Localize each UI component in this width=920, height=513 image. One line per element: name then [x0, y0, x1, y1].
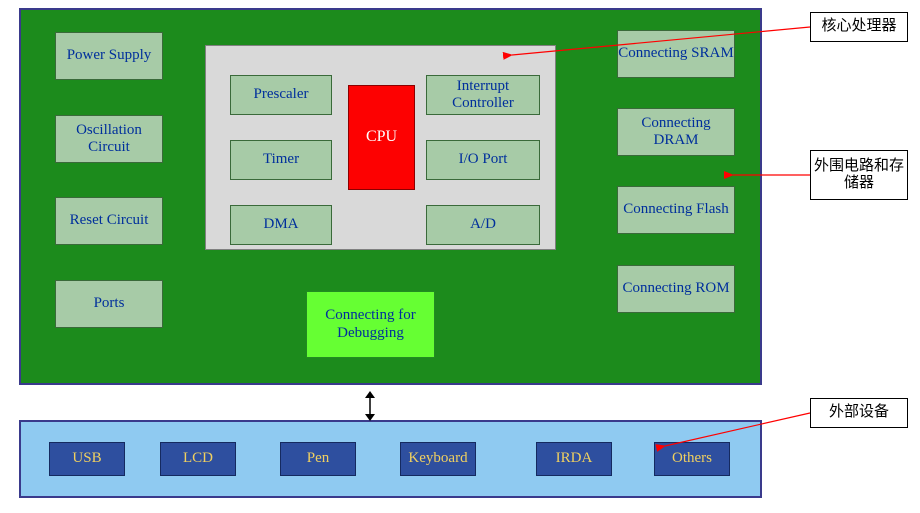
external-block-label-5: Others: [672, 450, 712, 467]
right-block-2: Connecting Flash: [617, 186, 735, 234]
external-block-2: Pen: [280, 442, 356, 476]
left-block-label-2: Reset Circuit: [70, 212, 149, 229]
cpu-label: CPU: [366, 128, 397, 146]
debug-connector-block: Connecting for Debugging: [306, 291, 435, 358]
callout-box-1: 外围电路和存储器: [810, 150, 908, 200]
callout-label-2: 外部设备: [829, 404, 889, 421]
left-block-1: Oscillation Circuit: [55, 115, 163, 163]
right-block-label-2: Connecting Flash: [623, 201, 728, 218]
right-block-label-1: Connecting DRAM: [618, 115, 734, 150]
external-block-label-1: LCD: [183, 450, 213, 467]
left-block-3: Ports: [55, 280, 163, 328]
core-right-block-1: I/O Port: [426, 140, 540, 180]
external-block-1: LCD: [160, 442, 236, 476]
external-block-0: USB: [49, 442, 125, 476]
right-block-3: Connecting ROM: [617, 265, 735, 313]
core-right-block-label-2: A/D: [470, 216, 496, 233]
core-right-block-label-1: I/O Port: [459, 151, 508, 168]
core-left-block-label-0: Prescaler: [254, 86, 309, 103]
right-block-label-0: Connecting SRAM: [618, 45, 733, 62]
external-block-5: Others: [654, 442, 730, 476]
left-block-label-3: Ports: [94, 295, 125, 312]
core-left-block-1: Timer: [230, 140, 332, 180]
core-left-block-label-2: DMA: [263, 216, 298, 233]
callout-box-0: 核心处理器: [810, 12, 908, 42]
left-block-label-0: Power Supply: [67, 47, 152, 64]
external-block-4: IRDA: [536, 442, 612, 476]
core-right-block-0: Interrupt Controller: [426, 75, 540, 115]
left-block-2: Reset Circuit: [55, 197, 163, 245]
core-right-block-label-0: Interrupt Controller: [427, 78, 539, 113]
core-right-block-2: A/D: [426, 205, 540, 245]
core-left-block-2: DMA: [230, 205, 332, 245]
core-left-block-label-1: Timer: [263, 151, 299, 168]
external-block-label-3: Keyboard: [408, 450, 467, 467]
callout-label-0: 核心处理器: [821, 18, 896, 35]
callout-box-2: 外部设备: [810, 398, 908, 428]
bus-connector-arrow: [360, 389, 380, 423]
callout-label-1: 外围电路和存储器: [811, 158, 907, 193]
right-block-label-3: Connecting ROM: [622, 280, 729, 297]
right-block-1: Connecting DRAM: [617, 108, 735, 156]
left-block-0: Power Supply: [55, 32, 163, 80]
debug-label: Connecting for Debugging: [307, 307, 434, 342]
right-block-0: Connecting SRAM: [617, 30, 735, 78]
external-block-label-2: Pen: [307, 450, 330, 467]
external-block-label-0: USB: [72, 450, 101, 467]
external-block-3: Keyboard: [400, 442, 476, 476]
left-block-label-1: Oscillation Circuit: [56, 122, 162, 157]
external-block-label-4: IRDA: [556, 450, 593, 467]
cpu-block: CPU: [348, 85, 415, 190]
external-bus: [19, 420, 762, 498]
core-left-block-0: Prescaler: [230, 75, 332, 115]
